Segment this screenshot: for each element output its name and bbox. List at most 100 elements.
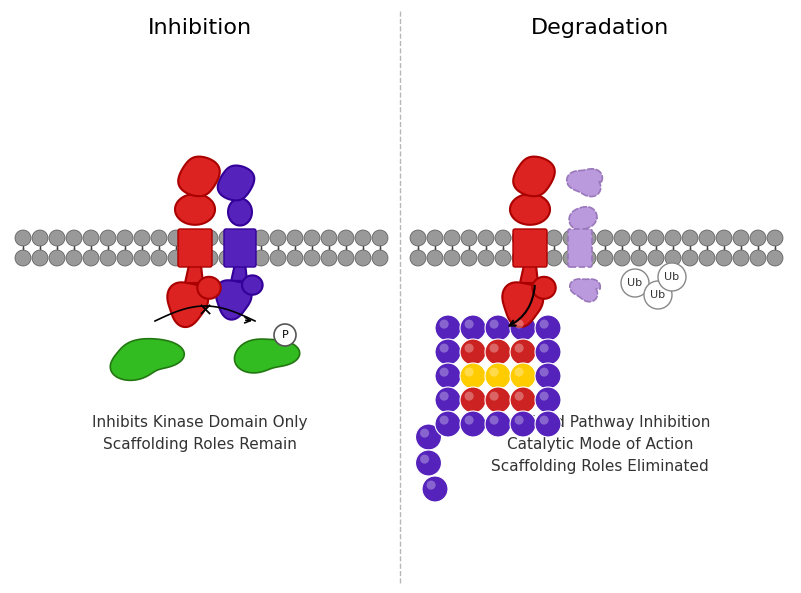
Circle shape	[134, 230, 150, 246]
Circle shape	[49, 230, 65, 246]
Circle shape	[32, 230, 48, 246]
Circle shape	[440, 343, 449, 353]
Circle shape	[427, 250, 443, 266]
Text: ✕: ✕	[197, 302, 212, 320]
Circle shape	[410, 230, 426, 246]
Circle shape	[699, 250, 715, 266]
Circle shape	[495, 250, 511, 266]
Circle shape	[535, 411, 561, 437]
Circle shape	[117, 230, 133, 246]
Circle shape	[465, 343, 473, 353]
Circle shape	[117, 250, 133, 266]
Circle shape	[699, 230, 715, 246]
Circle shape	[444, 230, 460, 246]
Circle shape	[465, 416, 473, 425]
Circle shape	[510, 387, 536, 413]
Circle shape	[750, 230, 766, 246]
Circle shape	[512, 250, 528, 266]
Circle shape	[580, 250, 596, 266]
Circle shape	[440, 416, 449, 425]
Circle shape	[15, 250, 31, 266]
Circle shape	[151, 250, 167, 266]
Circle shape	[546, 250, 562, 266]
Polygon shape	[175, 194, 215, 225]
Circle shape	[461, 250, 477, 266]
Circle shape	[422, 476, 448, 502]
Text: Ub: Ub	[665, 272, 679, 282]
Polygon shape	[197, 277, 221, 299]
FancyBboxPatch shape	[224, 229, 256, 267]
Circle shape	[514, 416, 524, 425]
Polygon shape	[520, 265, 538, 283]
Polygon shape	[513, 157, 555, 196]
FancyBboxPatch shape	[568, 229, 592, 267]
Circle shape	[535, 339, 561, 365]
Text: P: P	[282, 330, 288, 340]
Circle shape	[510, 315, 536, 341]
Circle shape	[514, 343, 524, 353]
Polygon shape	[179, 157, 219, 196]
Circle shape	[435, 387, 461, 413]
Circle shape	[540, 416, 549, 425]
Circle shape	[253, 230, 269, 246]
Circle shape	[372, 250, 388, 266]
Circle shape	[529, 250, 545, 266]
Circle shape	[614, 230, 630, 246]
Circle shape	[489, 320, 499, 329]
Circle shape	[151, 230, 167, 246]
Circle shape	[658, 263, 686, 291]
Circle shape	[767, 230, 783, 246]
Circle shape	[287, 230, 303, 246]
Circle shape	[621, 269, 649, 297]
Circle shape	[66, 250, 82, 266]
Text: Catalytic Mode of Action: Catalytic Mode of Action	[507, 438, 693, 452]
Circle shape	[460, 339, 486, 365]
Circle shape	[304, 230, 320, 246]
Circle shape	[435, 315, 461, 341]
Circle shape	[465, 368, 473, 377]
Polygon shape	[533, 277, 556, 299]
Circle shape	[580, 230, 596, 246]
Polygon shape	[228, 199, 252, 225]
Text: Sustained Pathway Inhibition: Sustained Pathway Inhibition	[489, 416, 710, 431]
Circle shape	[716, 230, 732, 246]
Circle shape	[495, 230, 511, 246]
Circle shape	[185, 230, 201, 246]
Circle shape	[535, 363, 561, 389]
Circle shape	[100, 250, 116, 266]
Circle shape	[427, 480, 436, 490]
Circle shape	[355, 230, 371, 246]
Circle shape	[489, 391, 499, 401]
Text: Scaffolding Roles Remain: Scaffolding Roles Remain	[103, 438, 297, 452]
Circle shape	[435, 363, 461, 389]
Circle shape	[338, 250, 354, 266]
Circle shape	[682, 230, 698, 246]
Circle shape	[304, 250, 320, 266]
Circle shape	[535, 387, 561, 413]
Circle shape	[134, 250, 150, 266]
Circle shape	[338, 230, 354, 246]
Circle shape	[733, 250, 749, 266]
Circle shape	[420, 455, 429, 464]
Circle shape	[321, 230, 337, 246]
Circle shape	[597, 250, 613, 266]
FancyBboxPatch shape	[513, 229, 547, 267]
Circle shape	[644, 281, 672, 309]
Text: Degradation: Degradation	[531, 18, 669, 38]
Circle shape	[514, 391, 524, 401]
Polygon shape	[570, 207, 597, 229]
Circle shape	[489, 343, 499, 353]
Circle shape	[485, 315, 511, 341]
Circle shape	[529, 230, 545, 246]
Circle shape	[631, 250, 647, 266]
Polygon shape	[242, 275, 263, 295]
Circle shape	[563, 250, 579, 266]
Circle shape	[465, 391, 473, 401]
Circle shape	[510, 363, 536, 389]
Circle shape	[440, 391, 449, 401]
Circle shape	[733, 230, 749, 246]
Circle shape	[461, 230, 477, 246]
Circle shape	[563, 230, 579, 246]
Circle shape	[514, 320, 524, 329]
Polygon shape	[167, 282, 208, 327]
